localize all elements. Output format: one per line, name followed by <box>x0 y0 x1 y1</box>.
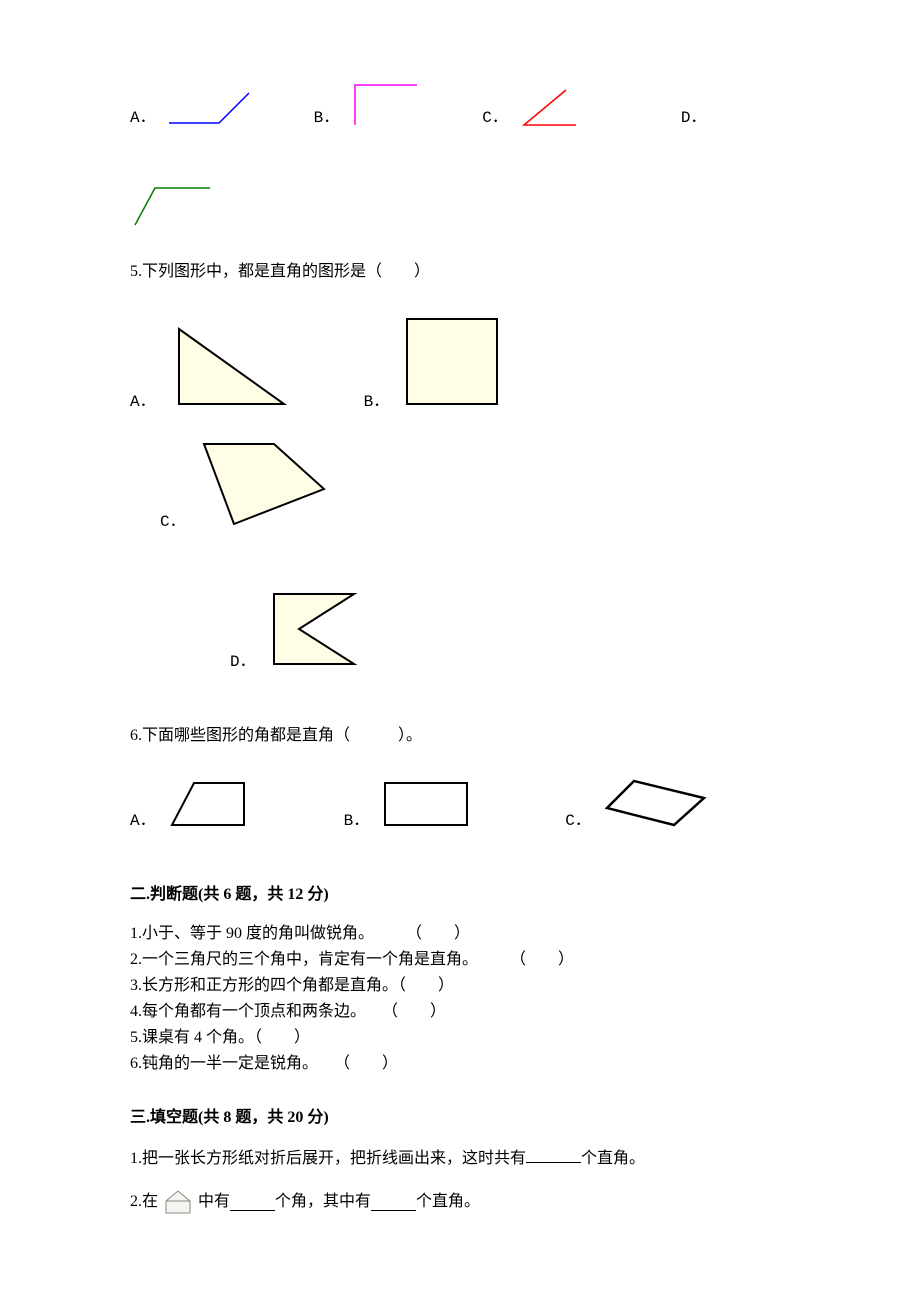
q5-figure-d <box>264 584 364 674</box>
q4-label-c: C． <box>482 106 508 130</box>
q4-figure-c <box>516 85 581 130</box>
s3-q1: 1.把一张长方形纸对折后展开，把折线画出来，这时共有 个直角。 <box>130 1146 790 1171</box>
s3-q1-post: 个直角。 <box>581 1150 645 1167</box>
q4-label-b: B． <box>314 106 340 130</box>
s3-q2-mid1: 中有 <box>198 1190 230 1214</box>
q6-label-c: C． <box>565 809 591 833</box>
q4-figure-d <box>130 180 215 230</box>
s3-q2: 2.在 中有 个角，其中有 个直角。 <box>130 1187 790 1217</box>
q5-figure-b <box>397 309 507 414</box>
q5-label-c: C． <box>160 510 186 534</box>
q5-option-d: D． <box>230 584 364 674</box>
s3-q2-pre: 2.在 <box>130 1190 158 1214</box>
q4-label-a: A． <box>130 106 156 130</box>
q6-option-a: A． <box>130 775 254 833</box>
q6-label-a: A． <box>130 809 156 833</box>
q5-options-row2: D． <box>230 584 790 694</box>
q6-figure-c <box>599 773 714 833</box>
blank <box>526 1146 581 1163</box>
q5-figure-c <box>194 434 334 534</box>
q5-options-row1: A． B． C． <box>130 309 790 554</box>
q6-option-c: C． <box>565 773 714 833</box>
s3-q1-pre: 1.把一张长方形纸对折后展开，把折线画出来，这时共有 <box>130 1150 526 1167</box>
q5-option-a: A． <box>130 314 294 414</box>
s2-item4: 4.每个角都有一个顶点和两条边。 （ ） <box>130 1000 790 1024</box>
q5-text: 5.下列图形中，都是直角的图形是（ ） <box>130 260 790 284</box>
q5-label-d: D． <box>230 650 256 674</box>
s3-q2-post: 个直角。 <box>416 1190 480 1214</box>
section3-title: 三.填空题(共 8 题，共 20 分) <box>130 1106 790 1130</box>
s2-item6: 6.钝角的一半一定是锐角。 （ ） <box>130 1052 790 1076</box>
q4-option-c: C． <box>482 85 581 130</box>
s2-item2: 2.一个三角尺的三个角中，肯定有一个角是直角。 （ ） <box>130 948 790 972</box>
q5-option-c: C． <box>160 434 334 534</box>
blank <box>230 1194 275 1211</box>
q6-text: 6.下面哪些图形的角都是直角（ ）。 <box>130 724 790 748</box>
q4-option-d-label: D． <box>681 106 715 130</box>
q4-figure-a <box>164 85 254 130</box>
blank <box>371 1194 416 1211</box>
s3-q2-mid2: 个角，其中有 <box>275 1190 371 1214</box>
q5-label-a: A． <box>130 390 156 414</box>
q6-option-b: B． <box>344 775 476 833</box>
q4-options-row1: A． B． C． D． <box>130 80 790 150</box>
q5-option-b: B． <box>364 309 508 414</box>
q4-option-a: A． <box>130 85 254 130</box>
q6-options-row: A． B． C． <box>130 773 790 853</box>
q4-figure-b <box>347 80 422 130</box>
house-icon <box>162 1187 194 1217</box>
q4-label-d: D． <box>681 106 707 130</box>
q5-figure-a <box>164 314 294 414</box>
s2-item3: 3.长方形和正方形的四个角都是直角。（ ） <box>130 974 790 998</box>
q5-label-b: B． <box>364 390 390 414</box>
s2-item1: 1.小于、等于 90 度的角叫做锐角。 （ ） <box>130 922 790 946</box>
q6-label-b: B． <box>344 809 370 833</box>
q4-options-row2 <box>130 180 790 230</box>
q6-figure-b <box>377 775 475 833</box>
q6-figure-a <box>164 775 254 833</box>
s2-item5: 5.课桌有 4 个角。（ ） <box>130 1026 790 1050</box>
q4-option-b: B． <box>314 80 423 130</box>
section2-list: 1.小于、等于 90 度的角叫做锐角。 （ ） 2.一个三角尺的三个角中，肯定有… <box>130 922 790 1076</box>
section2-title: 二.判断题(共 6 题，共 12 分) <box>130 883 790 907</box>
